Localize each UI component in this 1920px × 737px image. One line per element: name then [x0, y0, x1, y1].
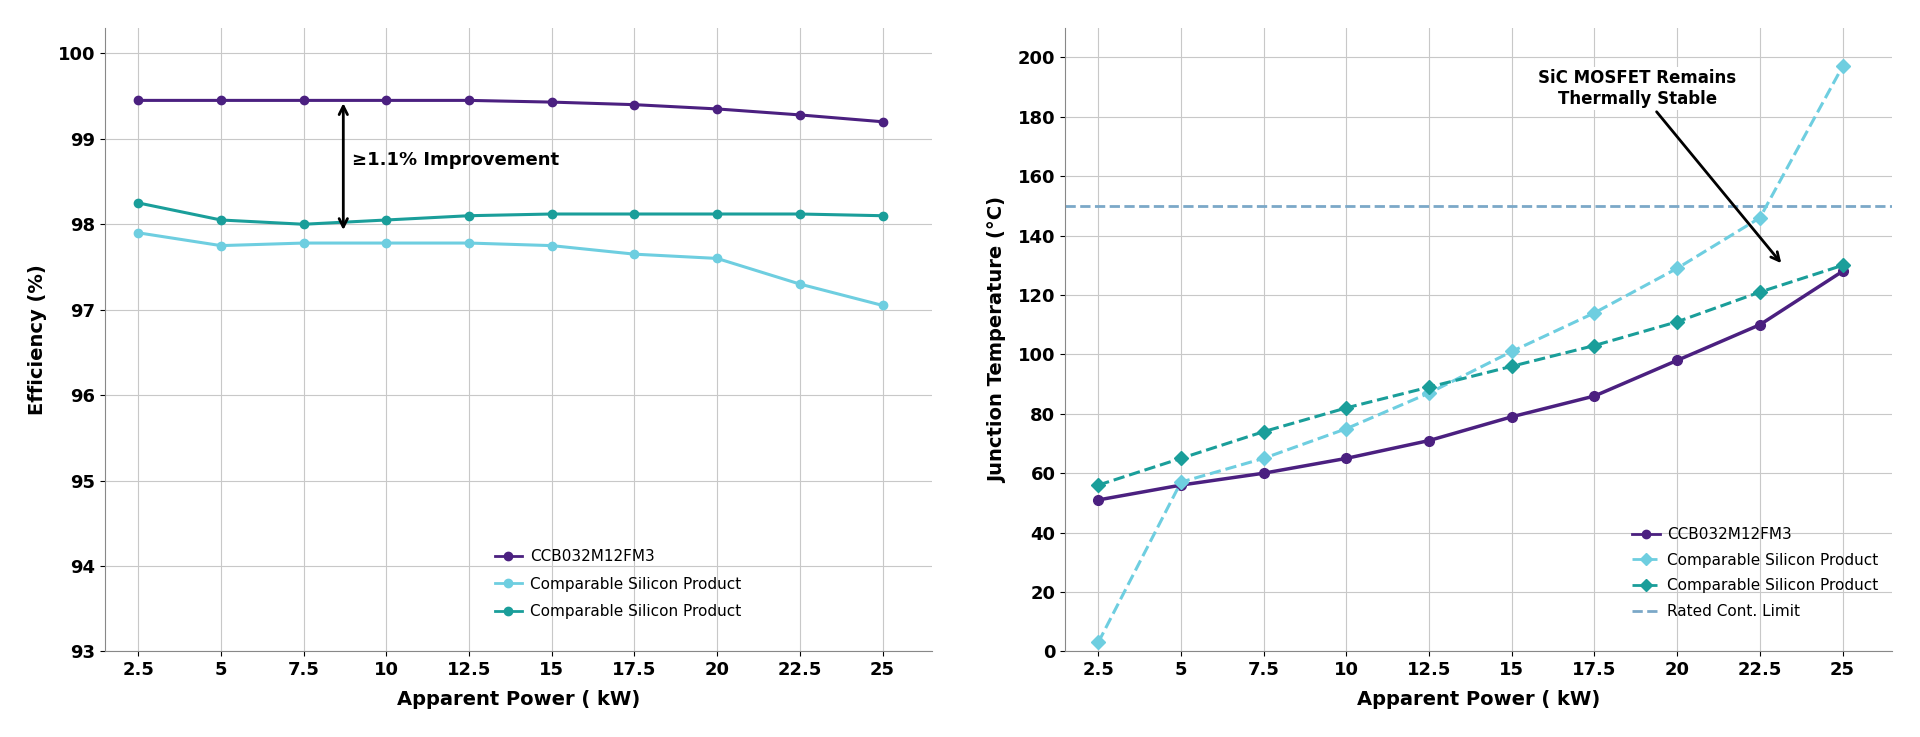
- Line: CCB032M12FM3: CCB032M12FM3: [1092, 266, 1847, 505]
- Comparable Silicon Product: [707, 254, 730, 263]
- Comparable Silicon Product: [1169, 478, 1192, 486]
- CCB032M12FM3: [457, 96, 480, 105]
- Comparable Silicon Product: [1832, 261, 1855, 270]
- Comparable Silicon Product: [292, 220, 315, 228]
- Comparable Silicon Product: [374, 239, 397, 248]
- Comparable Silicon Product: [872, 212, 895, 220]
- X-axis label: Apparent Power ( kW): Apparent Power ( kW): [1357, 691, 1601, 709]
- Comparable Silicon Product: [127, 228, 150, 237]
- CCB032M12FM3: [707, 105, 730, 113]
- Comparable Silicon Product: [1252, 454, 1275, 463]
- Comparable Silicon Product: [789, 209, 812, 218]
- CCB032M12FM3: [209, 96, 232, 105]
- Comparable Silicon Product: [1252, 427, 1275, 436]
- CCB032M12FM3: [789, 111, 812, 119]
- Comparable Silicon Product: [457, 212, 480, 220]
- CCB032M12FM3: [1087, 495, 1110, 504]
- Comparable Silicon Product: [1582, 309, 1605, 318]
- Comparable Silicon Product: [1417, 383, 1440, 391]
- Comparable Silicon Product: [1500, 362, 1523, 371]
- Text: SiC MOSFET Remains
Thermally Stable: SiC MOSFET Remains Thermally Stable: [1538, 69, 1780, 261]
- CCB032M12FM3: [1169, 481, 1192, 489]
- Comparable Silicon Product: [292, 239, 315, 248]
- Line: Comparable Silicon Product: Comparable Silicon Product: [134, 228, 887, 310]
- Comparable Silicon Product: [540, 241, 563, 250]
- CCB032M12FM3: [622, 100, 645, 109]
- Comparable Silicon Product: [1582, 341, 1605, 350]
- Comparable Silicon Product: [457, 239, 480, 248]
- Text: ≥1.1% Improvement: ≥1.1% Improvement: [351, 151, 559, 169]
- CCB032M12FM3: [1417, 436, 1440, 445]
- CCB032M12FM3: [1749, 321, 1772, 329]
- Comparable Silicon Product: [1334, 425, 1357, 433]
- Comparable Silicon Product: [789, 279, 812, 288]
- Y-axis label: Junction Temperature (°C): Junction Temperature (°C): [987, 197, 1006, 483]
- CCB032M12FM3: [540, 98, 563, 107]
- CCB032M12FM3: [1667, 356, 1690, 365]
- Comparable Silicon Product: [1087, 481, 1110, 489]
- Comparable Silicon Product: [1749, 287, 1772, 296]
- Comparable Silicon Product: [1500, 347, 1523, 356]
- Line: Comparable Silicon Product: Comparable Silicon Product: [134, 199, 887, 228]
- Rated Cont. Limit: [1004, 201, 1027, 210]
- Comparable Silicon Product: [540, 209, 563, 218]
- Comparable Silicon Product: [1749, 214, 1772, 223]
- Line: Comparable Silicon Product: Comparable Silicon Product: [1092, 260, 1847, 490]
- Comparable Silicon Product: [872, 301, 895, 310]
- Line: Comparable Silicon Product: Comparable Silicon Product: [1092, 61, 1847, 647]
- Legend: CCB032M12FM3, Comparable Silicon Product, Comparable Silicon Product, Rated Cont: CCB032M12FM3, Comparable Silicon Product…: [1626, 521, 1885, 625]
- Comparable Silicon Product: [209, 241, 232, 250]
- Comparable Silicon Product: [127, 198, 150, 207]
- CCB032M12FM3: [1582, 391, 1605, 400]
- CCB032M12FM3: [127, 96, 150, 105]
- Comparable Silicon Product: [622, 250, 645, 259]
- Legend: CCB032M12FM3, Comparable Silicon Product, Comparable Silicon Product: CCB032M12FM3, Comparable Silicon Product…: [488, 543, 747, 625]
- Comparable Silicon Product: [1169, 454, 1192, 463]
- CCB032M12FM3: [292, 96, 315, 105]
- Comparable Silicon Product: [209, 215, 232, 224]
- Line: CCB032M12FM3: CCB032M12FM3: [134, 97, 887, 126]
- Comparable Silicon Product: [1417, 388, 1440, 397]
- CCB032M12FM3: [374, 96, 397, 105]
- Comparable Silicon Product: [374, 215, 397, 224]
- Rated Cont. Limit: [1037, 201, 1060, 210]
- Comparable Silicon Product: [622, 209, 645, 218]
- Comparable Silicon Product: [1087, 638, 1110, 647]
- CCB032M12FM3: [1252, 469, 1275, 478]
- Comparable Silicon Product: [1667, 318, 1690, 326]
- X-axis label: Apparent Power ( kW): Apparent Power ( kW): [397, 691, 639, 709]
- CCB032M12FM3: [1334, 454, 1357, 463]
- Comparable Silicon Product: [1334, 403, 1357, 412]
- Y-axis label: Efficiency (%): Efficiency (%): [27, 264, 46, 415]
- CCB032M12FM3: [872, 117, 895, 126]
- Comparable Silicon Product: [1667, 264, 1690, 273]
- Comparable Silicon Product: [707, 209, 730, 218]
- CCB032M12FM3: [1832, 267, 1855, 276]
- Comparable Silicon Product: [1832, 62, 1855, 71]
- CCB032M12FM3: [1500, 413, 1523, 422]
